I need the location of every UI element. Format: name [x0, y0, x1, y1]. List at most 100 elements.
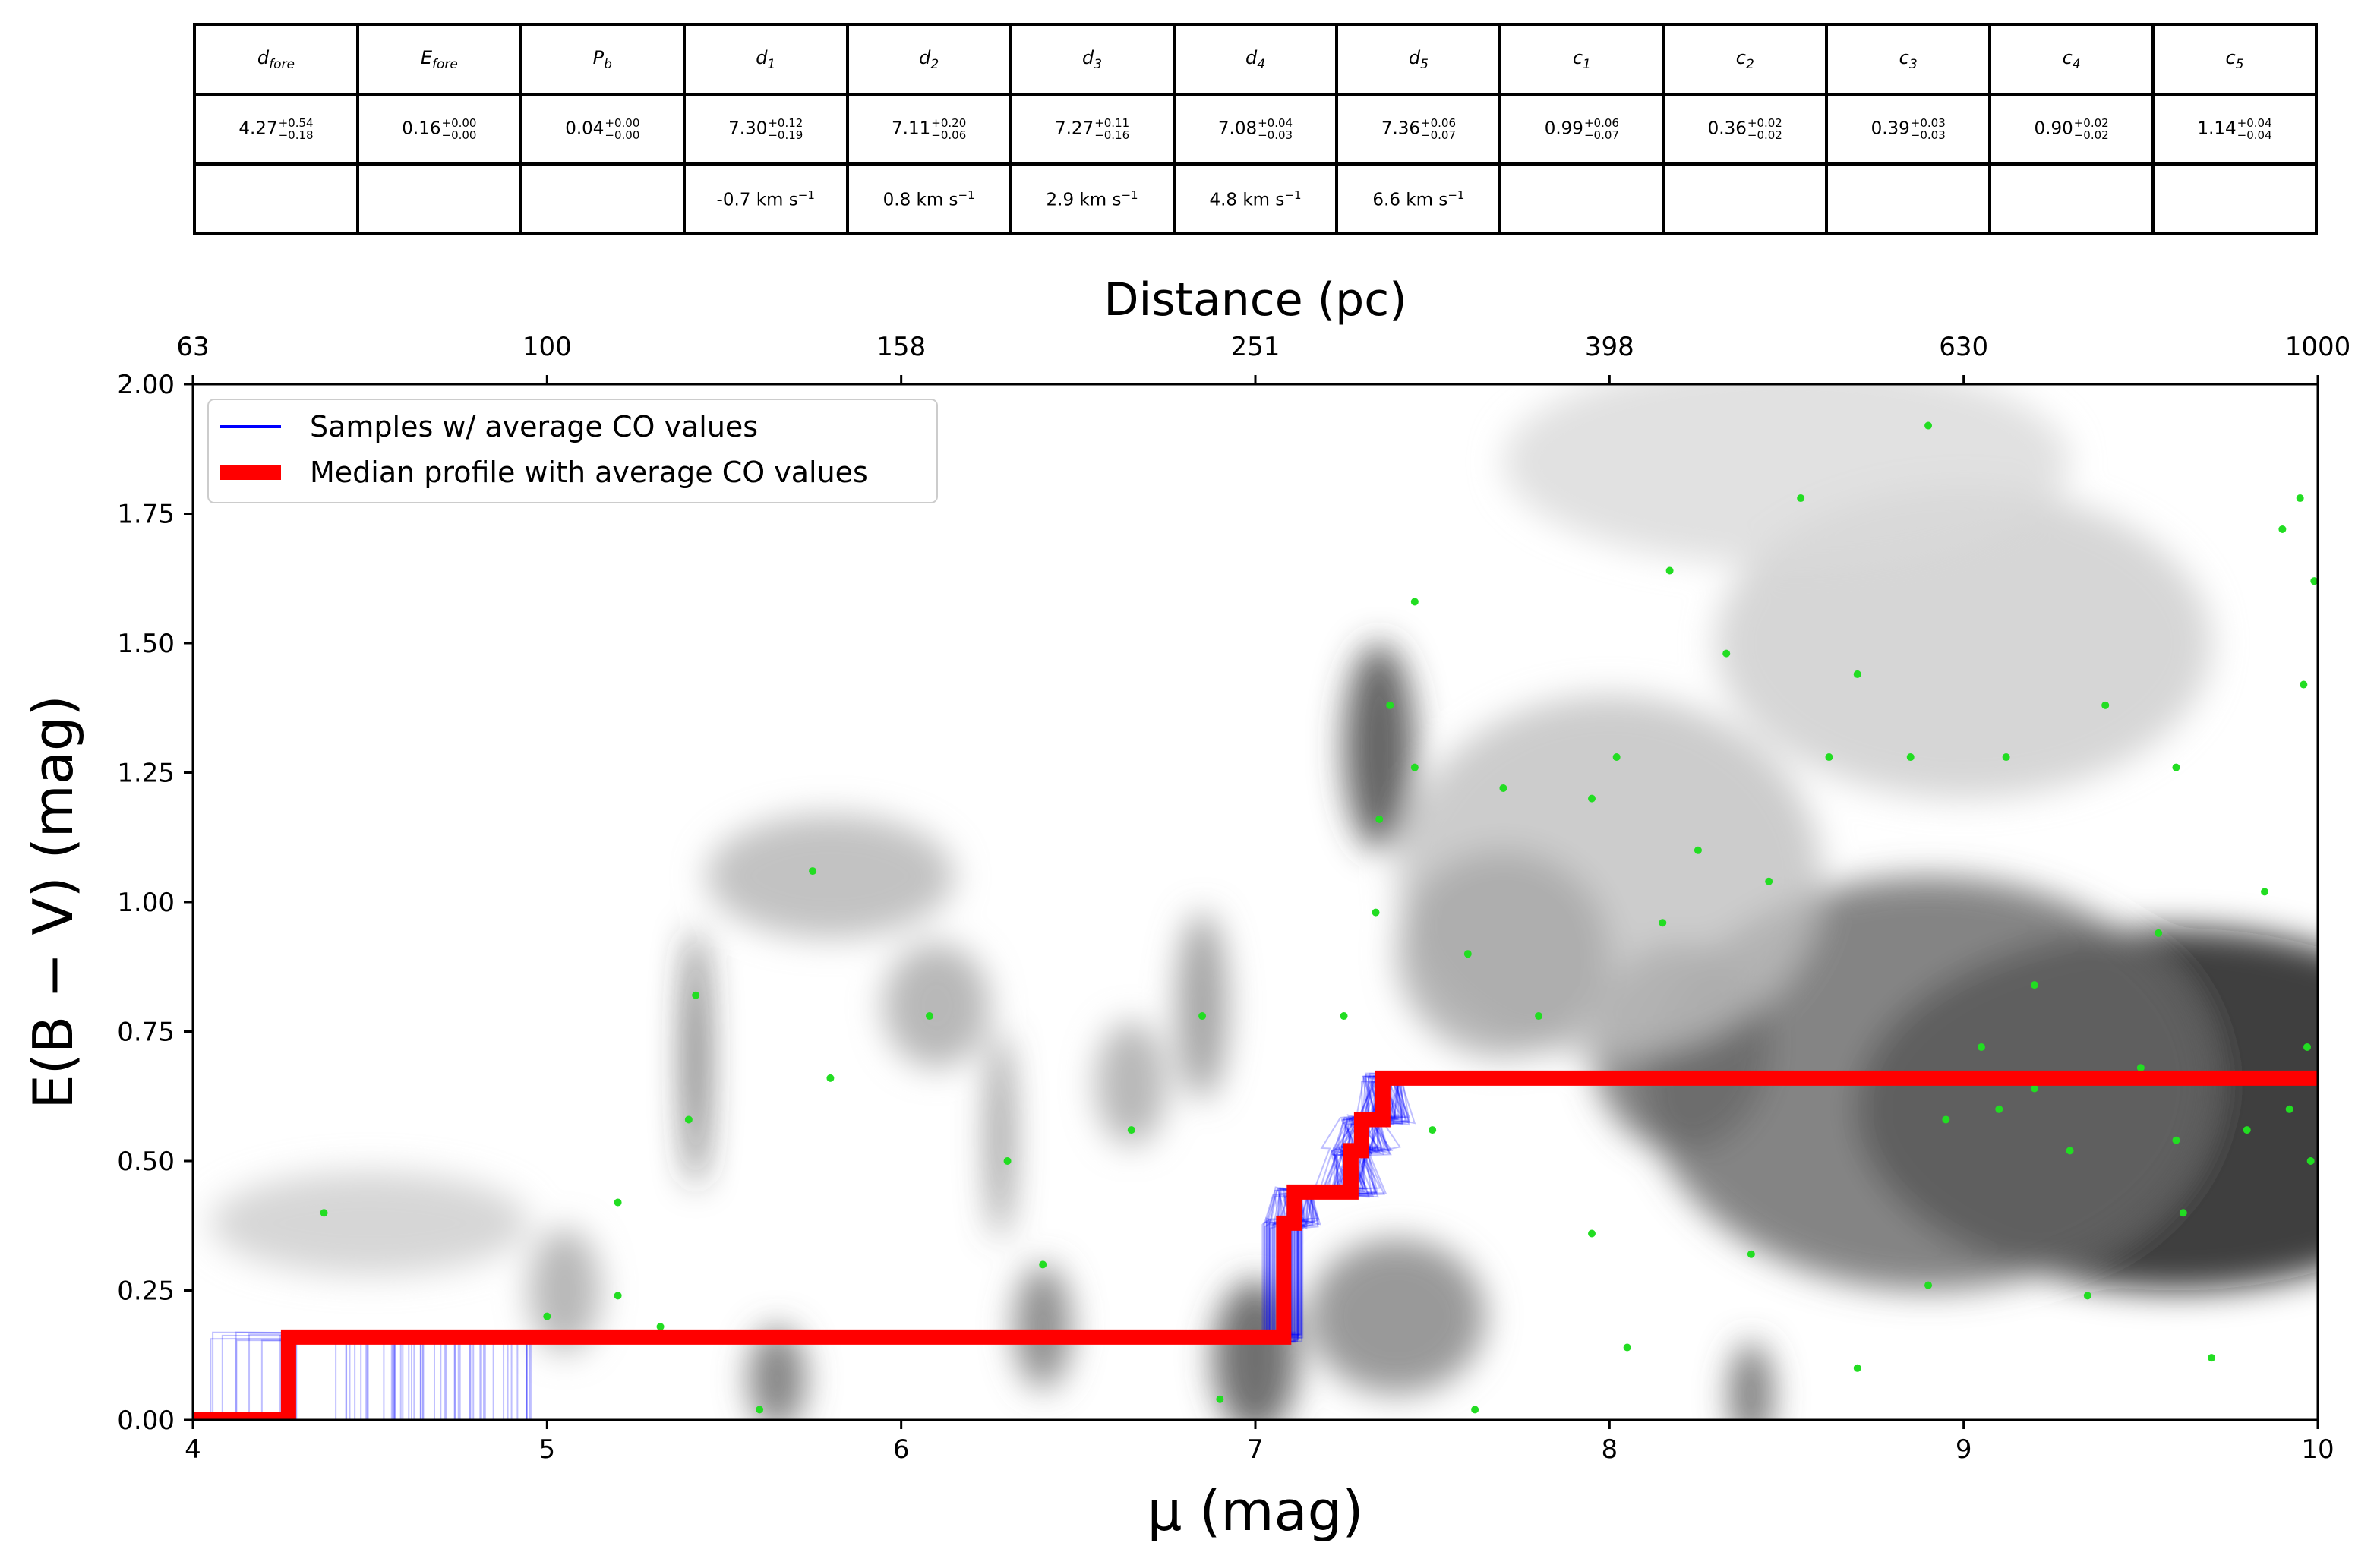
heatmap-blob [1343, 643, 1415, 850]
star-point [2155, 929, 2163, 937]
velocity-value: 4.8 km s [1209, 190, 1285, 210]
x-tick-label: 6 [893, 1434, 910, 1465]
x-tick-label: 4 [185, 1434, 201, 1465]
lower-error: −0.03 [1910, 128, 1946, 142]
star-point [2172, 1136, 2180, 1144]
star-point [1722, 649, 1731, 658]
star-point [1765, 877, 1773, 885]
param-subscript: 1 [767, 56, 776, 72]
star-point [2179, 1209, 2187, 1217]
table-value-cell: 7.08 +0.04 −0.03 [1172, 93, 1339, 166]
lower-error: −0.16 [1094, 128, 1130, 142]
star-point [1747, 1250, 1755, 1258]
top-tick-label: 251 [1231, 332, 1280, 362]
table-header-cell: c3 [1825, 23, 1992, 96]
star-point [2066, 1147, 2074, 1155]
star-point [1623, 1343, 1631, 1352]
y-tick-label: 0.75 [117, 1017, 175, 1048]
velocity-exponent: −1 [1284, 188, 1302, 202]
star-point [2101, 701, 2110, 709]
star-point [1825, 753, 1833, 762]
x-tick-label: 5 [539, 1434, 556, 1465]
star-point [2136, 1064, 2145, 1072]
star-point [1924, 421, 1933, 430]
table-header-cell: c2 [1662, 23, 1829, 96]
top-tick-label: 100 [522, 332, 572, 362]
table-header-cell: c5 [2151, 23, 2318, 96]
param-value: 0.16 [402, 118, 441, 139]
x-tick-label: 8 [1602, 1434, 1618, 1465]
star-point [2002, 753, 2010, 762]
star-point [1198, 1012, 1207, 1021]
param-value: 0.90 [2034, 118, 2073, 139]
table-value-cell: 0.16 +0.00 −0.00 [355, 93, 522, 166]
param-value: 4.27 [238, 118, 278, 139]
lower-error: −0.00 [605, 128, 640, 142]
lower-error: −0.00 [441, 128, 477, 142]
param-subscript: 2 [1745, 56, 1754, 72]
star-point [1003, 1157, 1012, 1165]
star-point [543, 1312, 551, 1320]
star-point [1127, 1126, 1135, 1134]
top-tick-label: 398 [1585, 332, 1634, 362]
param-symbol: d [257, 46, 270, 68]
star-point [2296, 494, 2304, 503]
lower-error: −0.18 [278, 128, 314, 142]
table-value-cell: 0.90 +0.02 −0.02 [1988, 93, 2155, 166]
table-velocity-cell [355, 162, 522, 235]
star-point [2278, 525, 2287, 533]
param-symbol: d [1245, 46, 1258, 68]
table-header-cell: d1 [682, 23, 849, 96]
star-point [2303, 1043, 2312, 1051]
median-profile-line [193, 1070, 2318, 1420]
lower-error: −0.06 [931, 128, 967, 142]
param-symbol: c [1572, 46, 1583, 68]
x-tick-label: 10 [2301, 1434, 2334, 1465]
upper-error: +0.20 [931, 116, 967, 130]
star-point [1995, 1105, 2003, 1113]
star-point [1410, 598, 1419, 606]
star-point [1853, 1364, 1861, 1372]
table-value-cell: 7.36 +0.06 −0.07 [1335, 93, 1502, 166]
star-point [1535, 1012, 1543, 1021]
table-value-cell: 7.30 +0.12 −0.19 [682, 93, 849, 166]
upper-error: +0.06 [1583, 116, 1619, 130]
heatmap-blob [1014, 1264, 1072, 1390]
param-subscript: 5 [2235, 56, 2244, 72]
velocity-value: 0.8 km s [882, 190, 958, 210]
lower-error: −0.19 [768, 128, 803, 142]
star-point [1499, 784, 1507, 792]
star-point [1386, 701, 1394, 709]
y-axis-label: E(B − V) (mag) [21, 695, 85, 1109]
star-point [614, 1198, 622, 1207]
star-point [2285, 1105, 2293, 1113]
upper-error: +0.04 [1258, 116, 1293, 130]
top-tick-label: 63 [176, 332, 209, 362]
velocity-value: 2.9 km s [1046, 190, 1122, 210]
heatmap-blob [749, 1327, 806, 1420]
density-heatmap [210, 384, 2318, 1420]
table-velocity-cell: 4.8 km s−1 [1172, 162, 1339, 235]
param-subscript: 3 [1908, 56, 1918, 72]
star-point [2243, 1126, 2251, 1134]
param-subscript: 5 [1420, 56, 1429, 72]
table-value-cell: 7.11 +0.20 −0.06 [845, 93, 1012, 166]
y-tick-label: 1.50 [117, 629, 175, 659]
star-point [2310, 577, 2318, 585]
star-point [1372, 908, 1380, 917]
upper-error: +0.11 [1094, 116, 1130, 130]
table-velocity-cell [519, 162, 686, 235]
heatmap-blob [990, 1031, 1012, 1239]
heatmap-blob [706, 814, 955, 939]
table-velocity-cell: 0.8 km s−1 [845, 162, 1012, 235]
star-point [2030, 1084, 2038, 1093]
param-value: 0.99 [1544, 118, 1583, 139]
star-point [320, 1209, 328, 1217]
star-point [1471, 1406, 1479, 1414]
table-velocity-cell [1662, 162, 1829, 235]
y-tick-label: 0.00 [117, 1406, 175, 1436]
star-point [684, 1115, 693, 1124]
table-velocity-cell [1988, 162, 2155, 235]
velocity-exponent: −1 [1447, 188, 1465, 202]
table-header-cell: c1 [1498, 23, 1665, 96]
